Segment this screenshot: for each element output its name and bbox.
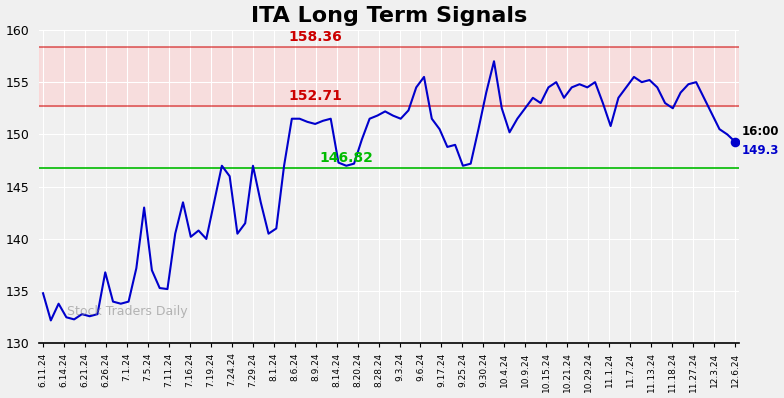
Text: 146.82: 146.82: [319, 151, 373, 165]
Text: 149.3: 149.3: [741, 144, 779, 156]
Bar: [39, 47, 739, 106]
Title: ITA Long Term Signals: ITA Long Term Signals: [251, 6, 527, 25]
Point: [729, 139, 742, 145]
Text: 152.71: 152.71: [289, 90, 342, 103]
Text: 158.36: 158.36: [289, 30, 342, 45]
Text: 16:00: 16:00: [741, 125, 779, 138]
Text: Stock Traders Daily: Stock Traders Daily: [67, 305, 188, 318]
